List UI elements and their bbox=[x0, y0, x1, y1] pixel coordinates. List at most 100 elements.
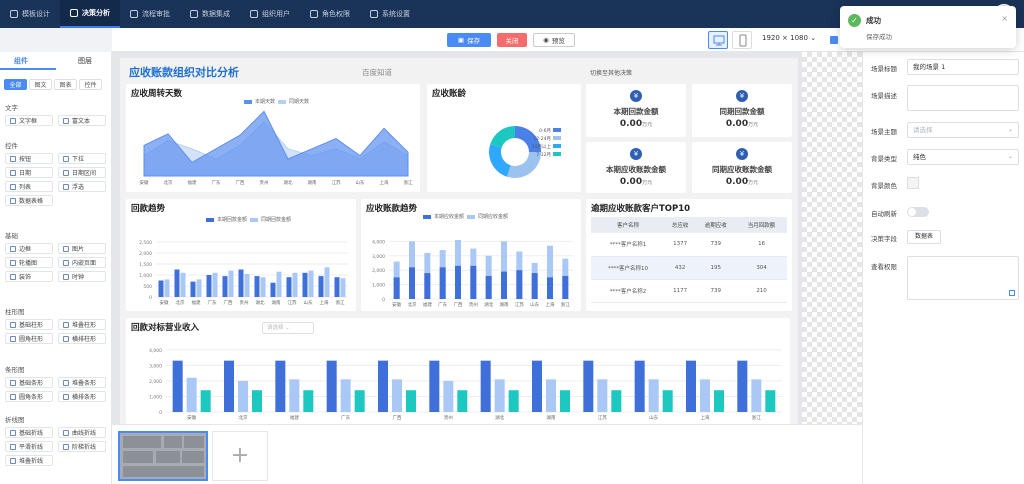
plus-icon: + bbox=[230, 443, 250, 468]
toggle-knob bbox=[908, 208, 916, 216]
nav-item-2[interactable]: 流程审批 bbox=[120, 0, 180, 28]
desktop-view-button[interactable] bbox=[708, 31, 728, 49]
scene-title-input[interactable]: 我的场景 1 bbox=[907, 59, 1019, 75]
add-page-button[interactable]: + bbox=[212, 431, 268, 481]
checkbox-icon[interactable] bbox=[830, 36, 838, 44]
nav-item-3[interactable]: 数据集成 bbox=[180, 0, 240, 28]
data-table-button[interactable]: 数据表 bbox=[907, 230, 941, 244]
component-item[interactable]: 堆叠条形 bbox=[58, 377, 106, 388]
nav-item-0[interactable]: 模板设计 bbox=[0, 0, 60, 28]
bg-type-select[interactable]: 纯色 ⌄ bbox=[907, 149, 1019, 165]
collection-trend-card[interactable]: 回款趋势 本期回款金额 同期回款金额 0 500 1,000 1,500 2,000 2,5… bbox=[126, 199, 356, 311]
stat-card-prior-collection[interactable]: ¥ 同期回款金额 0.00万元 bbox=[692, 84, 792, 137]
legend-prior-receivable: 同期应收金额 bbox=[478, 214, 509, 220]
scene-theme-select[interactable]: 请选择 ⌄ bbox=[907, 122, 1019, 138]
resolution-select[interactable]: 1920 × 1080 ⌄ bbox=[762, 34, 816, 42]
component-item[interactable]: 下拉 bbox=[58, 153, 106, 164]
component-item[interactable]: 数据表格 bbox=[5, 195, 53, 206]
component-item[interactable]: 日期区间 bbox=[58, 167, 106, 178]
table-row[interactable]: ****客户名称2 1177 739 210 bbox=[591, 279, 787, 303]
bar bbox=[508, 390, 519, 412]
auto-refresh-toggle[interactable] bbox=[907, 207, 929, 217]
mobile-icon bbox=[739, 34, 747, 47]
component-item[interactable]: 基础条形 bbox=[5, 377, 53, 388]
bar bbox=[392, 379, 402, 412]
close-button[interactable]: 关闭 bbox=[497, 33, 527, 47]
component-item[interactable]: 圆角条形 bbox=[5, 391, 53, 402]
stat-card-current-collection[interactable]: ¥ 本期回款金额 0.00万元 bbox=[586, 84, 686, 137]
edit-icon[interactable] bbox=[1009, 290, 1015, 296]
component-item[interactable]: 曲线折线 bbox=[58, 427, 106, 438]
bg-color-picker[interactable] bbox=[907, 177, 919, 189]
component-item[interactable]: 阶梯折线 bbox=[58, 441, 106, 452]
revenue-benchmark-card[interactable]: 回款对标营业收入 请选择 ⌄ 0 1,000 2,000 3,000 4,000 安徽 北京… bbox=[126, 318, 790, 424]
component-label: 日期区间 bbox=[72, 170, 97, 177]
component-item[interactable]: 富文本 bbox=[58, 115, 106, 126]
mobile-view-button[interactable] bbox=[732, 31, 752, 49]
bar bbox=[409, 267, 415, 299]
nav-item-5[interactable]: 角色权限 bbox=[300, 0, 360, 28]
column-header[interactable]: 当月回款额 bbox=[736, 217, 787, 233]
component-item[interactable]: 平滑折线 bbox=[5, 441, 53, 452]
component-item[interactable]: 图片 bbox=[58, 243, 106, 254]
component-icon bbox=[10, 259, 16, 266]
turnover-legend: 本期天数 同期天数 bbox=[244, 98, 309, 105]
receivable-trend-card[interactable]: 应收账款趋势 本期应收金额 同期应收金额 0 1,000 2,000 3,000 4,00… bbox=[361, 199, 581, 311]
stat-card-prior-receivable[interactable]: ¥ 同期应收账款金额 0.00万元 bbox=[692, 142, 792, 193]
scene-desc-input[interactable] bbox=[907, 85, 1019, 111]
column-header[interactable]: 客户名称 bbox=[591, 217, 665, 233]
scene-title-label: 场景标题 bbox=[871, 65, 897, 73]
region-select[interactable]: 请选择 ⌄ bbox=[262, 322, 314, 334]
table-cell: 739 bbox=[695, 279, 737, 303]
design-canvas[interactable]: 应收账款组织对比分析 百度知道 切换至其他决策 应收周转天数 本期天数 同期天数 … bbox=[112, 52, 802, 424]
table-row[interactable]: ****客户名称10 432 195 304 bbox=[591, 256, 787, 280]
switch-decision-link[interactable]: 切换至其他决策 bbox=[590, 70, 633, 77]
component-item[interactable]: 边框 bbox=[5, 243, 53, 254]
component-item[interactable]: 按钮 bbox=[5, 153, 53, 164]
tab-layers[interactable]: 图层 bbox=[78, 57, 92, 65]
component-item[interactable]: 圆角柱形 bbox=[5, 333, 53, 344]
top10-card[interactable]: 逾期应收账款客户TOP10 客户名称 总应收 逾期应收 当月回款额 ****客户… bbox=[586, 199, 792, 311]
column-header[interactable]: 总应收 bbox=[664, 217, 696, 233]
component-item[interactable]: 文字框 bbox=[5, 115, 53, 126]
component-item[interactable]: 堆叠柱形 bbox=[58, 319, 106, 330]
subtab-all[interactable]: 全部 bbox=[4, 79, 27, 90]
component-item[interactable]: 堆叠折线 bbox=[5, 455, 53, 466]
tick-label: 1,000 bbox=[372, 283, 385, 289]
component-item[interactable]: 基础折线 bbox=[5, 427, 53, 438]
stat-unit: 万元 bbox=[642, 122, 653, 128]
component-item[interactable]: 浮选 bbox=[58, 181, 106, 192]
component-icon bbox=[63, 259, 69, 266]
component-item[interactable]: 内嵌页面 bbox=[58, 257, 106, 268]
tab-components[interactable]: 组件 bbox=[14, 57, 28, 65]
component-item[interactable]: 轮播图 bbox=[5, 257, 53, 268]
preview-button[interactable]: ◉ 预览 bbox=[533, 33, 575, 47]
component-item[interactable]: 横排柱形 bbox=[58, 333, 106, 344]
page-thumbnail[interactable] bbox=[118, 431, 208, 481]
legend-swatch bbox=[553, 128, 561, 132]
subtab-chart[interactable]: 图表 bbox=[54, 79, 77, 90]
component-item[interactable]: 列表 bbox=[5, 181, 53, 192]
component-item[interactable]: 横排条形 bbox=[58, 391, 106, 402]
close-icon[interactable]: × bbox=[1001, 14, 1008, 23]
view-permission-input[interactable] bbox=[907, 256, 1019, 300]
component-item[interactable]: 装饰 bbox=[5, 271, 53, 282]
table-row[interactable]: ****客户名称1 1377 739 16 bbox=[591, 233, 787, 257]
turnover-days-card[interactable]: 应收周转天数 本期天数 同期天数 安徽 北京 福建 广东 广西 贵州 湖北 湖南 江苏 山东 上海 浙江 bbox=[126, 84, 420, 192]
nav-item-4[interactable]: 组织用户 bbox=[240, 0, 300, 28]
component-item[interactable]: 时钟 bbox=[58, 271, 106, 282]
legend-current-collection: 本期回款金额 bbox=[217, 217, 248, 223]
subtab-control[interactable]: 控件 bbox=[79, 79, 102, 90]
aging-card[interactable]: 应收账龄 0-6月 12-24月 24月以上 7-12月 bbox=[427, 84, 581, 192]
nav-item-6[interactable]: 系统设置 bbox=[360, 0, 420, 28]
tick-label: 浙江 bbox=[561, 301, 570, 308]
stat-card-current-receivable[interactable]: ¥ 本期应收账款金额 0.00万元 bbox=[586, 142, 686, 193]
component-label: 轮播图 bbox=[19, 260, 38, 267]
nav-item-1[interactable]: 决策分析 bbox=[60, 0, 120, 28]
component-label: 下拉 bbox=[72, 156, 85, 163]
save-button[interactable]: ▣ 保存 bbox=[447, 33, 491, 47]
column-header[interactable]: 逾期应收 bbox=[695, 217, 737, 233]
component-item[interactable]: 基础柱形 bbox=[5, 319, 53, 330]
subtab-graphic[interactable]: 图文 bbox=[29, 79, 52, 90]
component-item[interactable]: 日期 bbox=[5, 167, 53, 178]
